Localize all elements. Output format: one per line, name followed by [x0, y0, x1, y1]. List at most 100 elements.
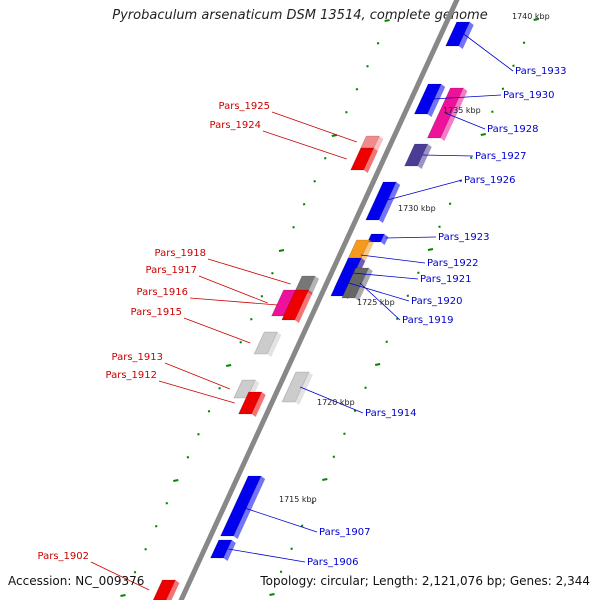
tick-mark	[417, 271, 420, 274]
gene-pars-1927[interactable]	[404, 143, 432, 169]
tick-mark	[271, 272, 274, 275]
tick-mark	[366, 65, 369, 68]
tick-mark	[186, 456, 190, 459]
label-connector	[198, 275, 268, 304]
gene-label[interactable]: Pars_1928	[487, 124, 538, 135]
tick-mark	[197, 433, 200, 436]
tick-mark	[300, 524, 304, 527]
label-connector	[299, 386, 364, 414]
gene-label[interactable]: Pars_1916	[137, 287, 188, 298]
tick-mark	[120, 594, 126, 597]
kbp-mark: 1735 kbp	[443, 106, 481, 115]
tick-mark	[331, 134, 337, 137]
gene-label[interactable]: Pars_1913	[112, 352, 163, 363]
tick-mark	[491, 110, 494, 113]
gene-label[interactable]: Pars_1923	[438, 232, 489, 243]
gene-label[interactable]: Pars_1912	[106, 370, 157, 381]
kbp-mark: 1725 kbp	[357, 298, 395, 307]
tick-mark	[469, 156, 473, 159]
gene-pars-1928[interactable]	[426, 87, 468, 141]
gene-label[interactable]: Pars_1925	[219, 101, 270, 112]
label-connector	[207, 258, 291, 285]
tick-mark	[385, 340, 388, 343]
tick-mark	[302, 203, 306, 206]
label-connector	[158, 380, 235, 404]
gene-label[interactable]: Pars_1924	[210, 120, 261, 131]
tick-mark	[207, 410, 211, 413]
gene-pars-1930[interactable]	[413, 83, 446, 117]
tick-mark	[522, 41, 526, 44]
tick-dots-outer	[269, 18, 539, 596]
gene-label[interactable]: Pars_1920	[411, 296, 462, 307]
gene-pars-1919[interactable]	[341, 267, 373, 301]
tick-mark	[279, 570, 283, 573]
label-connector	[228, 548, 306, 563]
gene-pars-1925[interactable]	[360, 135, 384, 151]
label-connector	[463, 33, 514, 72]
label-connector	[432, 94, 502, 100]
tick-mark	[323, 157, 327, 160]
gene-pars-1914[interactable]	[281, 371, 313, 405]
gene-label[interactable]: Pars_1915	[131, 307, 182, 318]
tick-mark	[345, 111, 348, 114]
accession-text: Accession: NC_009376	[8, 574, 145, 588]
label-connector	[422, 154, 474, 157]
gene-pars-1926[interactable]	[365, 181, 401, 223]
label-connector	[348, 282, 410, 302]
label-connector	[262, 130, 347, 160]
gene-pars-1906[interactable]	[210, 539, 236, 561]
tick-mark	[154, 525, 158, 528]
label-connector	[445, 112, 486, 130]
tick-mark	[343, 432, 346, 435]
gene-pars-1933[interactable]	[445, 21, 474, 49]
tick-mark	[290, 547, 293, 550]
gene-label[interactable]: Pars_1927	[475, 151, 526, 162]
gene-pars-1915[interactable]	[253, 331, 282, 357]
gene-label[interactable]: Pars_1922	[427, 258, 478, 269]
genome-backbone	[178, 0, 460, 600]
tick-mark	[218, 387, 221, 390]
tick-mark	[406, 294, 410, 297]
gene-pars-1923[interactable]	[367, 233, 389, 245]
gene-label[interactable]: Pars_1907	[319, 527, 370, 538]
tick-mark	[374, 363, 381, 366]
gene-label[interactable]: Pars_1933	[515, 66, 566, 77]
tick-dots-inner	[120, 19, 390, 597]
tick-mark	[165, 502, 168, 505]
gene-label[interactable]: Pars_1902	[38, 551, 89, 562]
gene-label[interactable]: Pars_1914	[365, 408, 416, 419]
tick-mark	[355, 88, 359, 91]
gene-pars-1907[interactable]	[220, 475, 266, 539]
tick-mark	[173, 479, 179, 482]
kbp-mark: 1715 kbp	[279, 495, 317, 504]
gene-pars-1916[interactable]	[281, 289, 313, 323]
tick-mark	[250, 318, 253, 321]
tick-mark	[322, 478, 328, 481]
tick-mark	[278, 249, 285, 252]
tick-mark	[332, 455, 336, 458]
tick-mark	[133, 571, 137, 574]
gene-label[interactable]: Pars_1917	[146, 265, 197, 276]
tick-mark	[313, 180, 316, 183]
label-connector	[383, 179, 463, 202]
tick-mark	[269, 593, 275, 596]
kbp-mark: 1740 kbp	[512, 12, 550, 21]
gene-label[interactable]: Pars_1926	[464, 175, 515, 186]
gene-pars-1902[interactable]	[152, 579, 180, 600]
tick-mark	[448, 202, 452, 205]
gene-pars-1924[interactable]	[350, 147, 378, 173]
tick-mark	[438, 225, 441, 228]
tick-mark	[427, 248, 434, 251]
gene-label[interactable]: Pars_1919	[402, 315, 453, 326]
kbp-mark: 1730 kbp	[398, 204, 436, 213]
topology-text: Topology: circular; Length: 2,121,076 bp…	[260, 574, 590, 588]
gene-label[interactable]: Pars_1918	[155, 248, 206, 259]
label-connector	[352, 272, 419, 280]
gene-label[interactable]: Pars_1921	[420, 274, 471, 285]
tick-mark	[144, 548, 147, 551]
gene-pars-1912[interactable]	[238, 391, 266, 417]
gene-label[interactable]: Pars_1930	[503, 90, 554, 101]
gene-label[interactable]: Pars_1906	[307, 557, 358, 568]
label-connector	[385, 236, 437, 239]
label-connector	[359, 282, 401, 321]
